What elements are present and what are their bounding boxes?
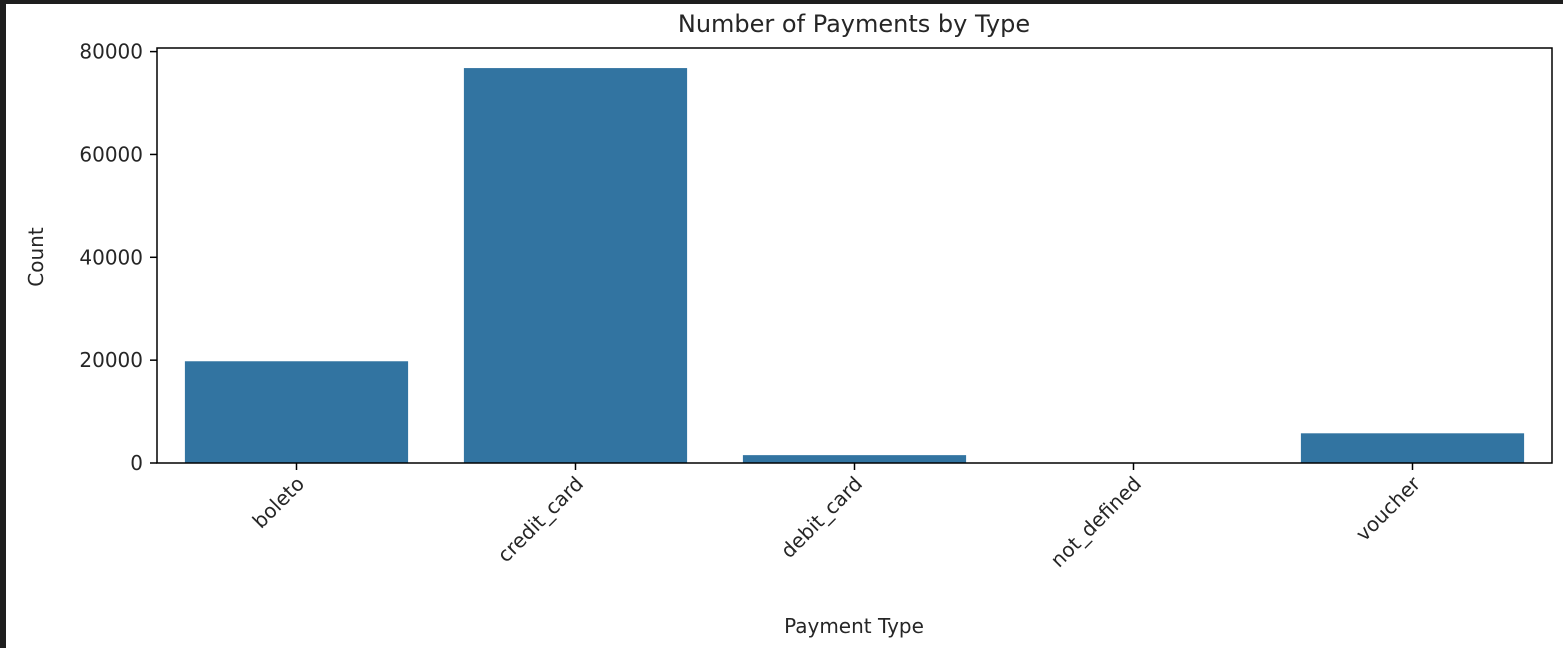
bar-boleto [184,361,409,463]
plot-frame [156,47,1553,464]
bar-debit-card [742,455,967,463]
y-tick-label: 0 [130,451,143,475]
bar-voucher [1300,433,1525,463]
y-tick-label: 80000 [79,40,143,64]
bars [184,68,1525,463]
y-axis-ticks: 0 20000 40000 60000 80000 [79,40,157,475]
y-axis-label: Count [24,227,48,287]
x-axis-label: Payment Type [784,614,924,638]
chart-title: Number of Payments by Type [678,10,1030,38]
y-tick-label: 40000 [79,245,143,269]
y-tick-label: 20000 [79,348,143,372]
bar-credit-card [463,68,688,463]
figure-background [6,4,1563,648]
y-tick-label: 60000 [79,142,143,166]
